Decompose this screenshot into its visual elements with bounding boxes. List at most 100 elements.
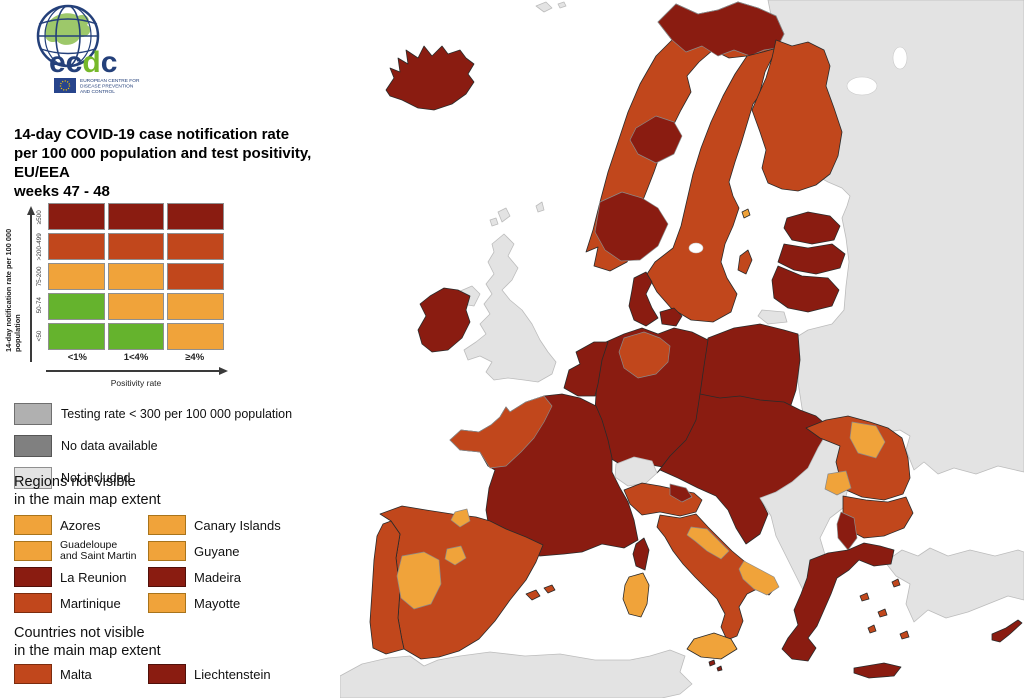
title-line-3: weeks 47 - 48 [14,183,110,200]
countries-section-heading: Countries not visible in the main map ex… [14,625,161,660]
liechtenstein-swatch [148,664,186,684]
regions-heading-line-1: Regions not visible [14,474,136,490]
matrix-x-axis-label: Positivity rate [110,378,162,388]
map-region-navarra [450,508,471,528]
info-panel: ecdc EUROPEAN CENTRE FOR DISEASE PREVENT… [0,0,345,698]
map-region-romania-northeast [849,421,886,459]
matrix-row-label: ≥500 [36,210,43,225]
legend-item-guadeloupe: Guadeloupe and Saint Martin [14,540,148,562]
legend-item-malta: Malta [14,663,148,685]
map-region-kaliningrad [757,309,788,325]
matrix-row-label: 75-200 [36,266,43,287]
madeira-swatch [148,567,186,587]
malta-label: Malta [60,666,92,682]
lake-ladoga [846,76,878,96]
not-included-label: Not included [61,471,131,485]
matrix-col-labels: <1% 1<4% ≥4% [48,352,224,363]
map-region-italy-peninsula [656,513,778,641]
regions-section-heading: Regions not visible in the main map exte… [14,474,161,509]
malta-swatch [14,664,52,684]
ecdc-logo: ecdc EUROPEAN CENTRE FOR DISEASE PREVENT… [36,4,140,95]
map-region-balearic-islands [525,584,556,601]
guadeloupe-swatch [14,541,52,561]
matrix-legend-grid [48,203,224,350]
map-region-faroe-islands [489,207,511,227]
map-region-benelux [563,341,609,397]
status-legend: Testing rate < 300 per 100 000 populatio… [14,398,292,494]
matrix-col-label: 1<4% [123,352,149,363]
matrix-row-labels: ≥500 >200-499 75-200 50-74 <50 [36,203,43,350]
matrix-cell [167,203,224,230]
europe-map [340,0,1024,698]
mayotte-swatch [148,593,186,613]
map-title: 14-day COVID-19 case notification rate p… [14,125,345,201]
logo-tagline-2: DISEASE PREVENTION [80,84,134,90]
map-region-bulgaria-southwest [836,511,858,551]
lake-onega [892,46,908,70]
map-region-finland [751,39,843,192]
countries-heading-line-1: Countries not visible [14,625,145,641]
no-data-swatch [14,435,52,457]
map-region-crete [853,662,902,679]
map-region-madrid [444,545,467,566]
ecdc-wordmark: ecdc [49,46,117,79]
logo-tagline-3: AND CONTROL [80,89,115,95]
map-region-norway-south [594,191,669,262]
map-region-extremadura [396,551,442,610]
legend-item-liechtenstein: Liechtenstein [148,663,310,685]
map-region-aegean-islands [859,578,910,640]
matrix-cell [167,233,224,260]
matrix-cell [167,323,224,350]
map-region-central-europe [656,393,831,545]
legend-row-no-data: No data available [14,430,292,462]
eu-flag-icon [54,78,76,93]
matrix-cell [107,203,165,230]
map-region-romania [805,415,911,501]
matrix-x-axis-arrow [46,366,228,375]
map-region-sicily [686,632,738,660]
guadeloupe-label: Guadeloupe and Saint Martin [60,540,136,562]
matrix-col-label: <1% [67,352,87,363]
matrix-y-axis-arrow [26,206,35,362]
liechtenstein-label: Liechtenstein [194,666,271,682]
map-region-italy-central [686,526,730,560]
canary-islands-label: Canary Islands [194,517,281,533]
matrix-cell [48,293,105,320]
lake-vanern [688,242,704,254]
map-region-switzerland [614,456,658,487]
countries-legend-grid: Malta Liechtenstein [14,663,310,685]
map-region-lithuania [771,265,840,313]
azores-swatch [14,515,52,535]
legend-item-azores: Azores [14,514,148,536]
canary-islands-swatch [148,515,186,535]
legend-item-martinique: Martinique [14,592,148,614]
map-region-denmark-islands [659,307,683,327]
map-region-estonia [783,211,841,245]
legend-item-canary-islands: Canary Islands [148,514,310,536]
matrix-cell [107,263,165,290]
matrix-cell [167,263,224,290]
map-region-norway-central [629,115,683,164]
map-region-svalbard [535,1,567,13]
guyane-swatch [148,541,186,561]
map-region-italy-north [623,482,703,517]
map-region-ireland [417,287,471,353]
madeira-label: Madeira [194,569,241,585]
no-data-label: No data available [61,439,158,453]
map-region-romania-southwest [824,470,852,496]
map-region-gotland [737,249,753,275]
logo-tagline-1: EUROPEAN CENTRE FOR [80,78,140,84]
martinique-swatch [14,593,52,613]
la-reunion-swatch [14,567,52,587]
map-region-portugal [369,520,405,655]
legend-row-testing-rate: Testing rate < 300 per 100 000 populatio… [14,398,292,430]
map-region-italy-alps [669,483,693,503]
testing-rate-swatch [14,403,52,425]
map-region-greece [781,542,895,662]
matrix-cell [48,263,105,290]
map-region-aland-islands [741,208,751,219]
guyane-label: Guyane [194,543,240,559]
matrix-cell [48,203,105,230]
map-region-sweden [646,47,778,323]
